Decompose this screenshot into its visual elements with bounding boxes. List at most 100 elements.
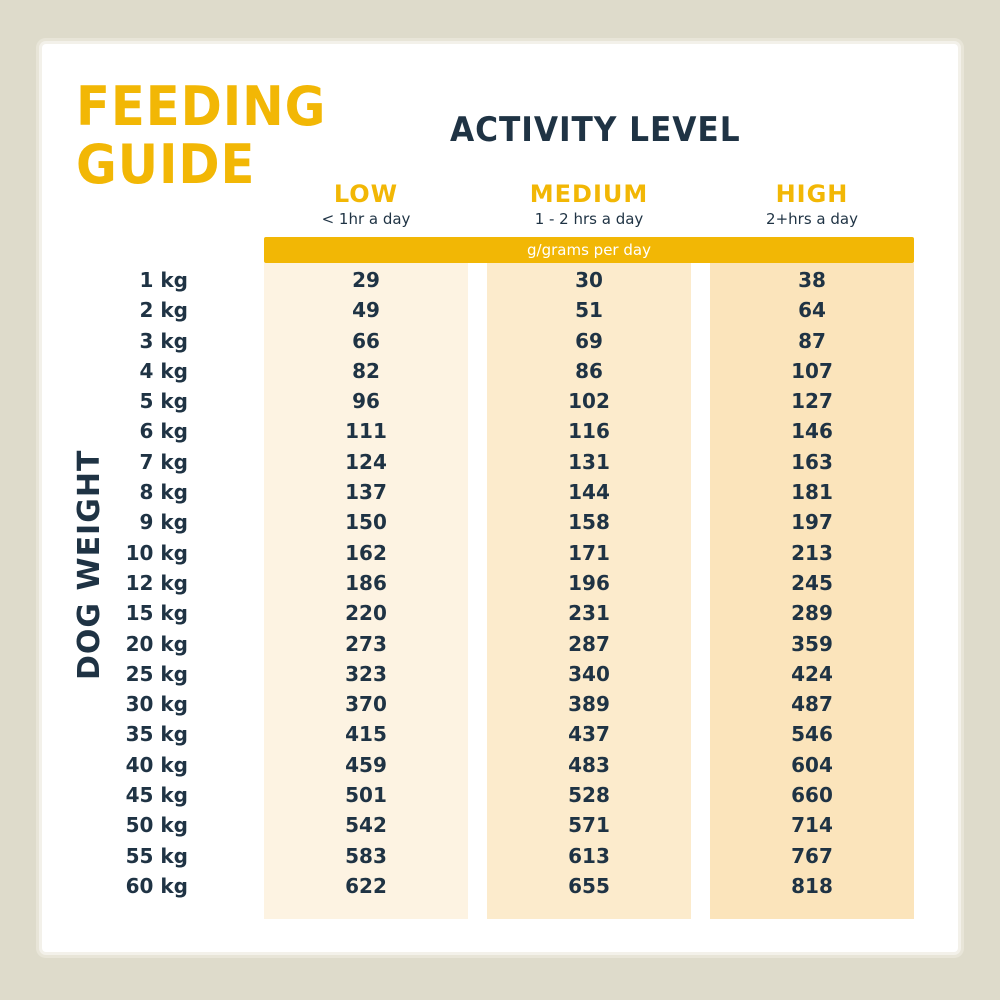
- activity-level-heading: ACTIVITY LEVEL: [450, 110, 741, 150]
- medium-value-cell: 613: [568, 843, 610, 868]
- high-value-cell: 546: [791, 722, 833, 747]
- high-value-cell: 818: [791, 873, 833, 898]
- high-value-cell: 245: [791, 570, 833, 595]
- medium-value-cell: 483: [568, 752, 610, 777]
- high-value-cell: 487: [791, 692, 833, 717]
- high-value-cell: 359: [791, 631, 833, 656]
- weight-cell: 20 kg: [125, 631, 188, 656]
- feeding-table: 1 kg 29 30 38 2 kg 49 51 64 3 kg 66 69 87 4 kg 82 86 10…: [42, 265, 958, 901]
- medium-value-cell: 196: [568, 570, 610, 595]
- medium-value-cell: 389: [568, 692, 610, 717]
- table-row: 6 kg 111 116 146: [42, 416, 958, 446]
- low-value-cell: 82: [352, 358, 380, 383]
- table-row: 60 kg 622 655 818: [42, 871, 958, 901]
- medium-value-cell: 287: [568, 631, 610, 656]
- column-level: MEDIUM: [529, 180, 649, 208]
- medium-value-cell: 116: [568, 419, 610, 444]
- column-background-low: [264, 263, 468, 919]
- high-value-cell: 107: [791, 358, 833, 383]
- medium-value-cell: 528: [568, 783, 610, 808]
- high-value-cell: 714: [791, 813, 833, 838]
- table-row: 2 kg 49 51 64: [42, 295, 958, 325]
- weight-cell: 7 kg: [139, 449, 189, 474]
- low-value-cell: 622: [345, 873, 387, 898]
- low-value-cell: 370: [345, 692, 387, 717]
- high-value-cell: 660: [791, 783, 833, 808]
- column-level: LOW: [333, 180, 399, 208]
- weight-cell: 8 kg: [139, 480, 189, 505]
- weight-cell: 30 kg: [125, 692, 188, 717]
- medium-value-cell: 102: [568, 389, 610, 414]
- low-value-cell: 150: [345, 510, 387, 535]
- low-value-cell: 66: [352, 328, 380, 353]
- table-row: 55 kg 583 613 767: [42, 841, 958, 871]
- table-row: 25 kg 323 340 424: [42, 659, 958, 689]
- low-value-cell: 323: [345, 661, 387, 686]
- weight-cell: 60 kg: [125, 873, 188, 898]
- column-detail: < 1hr a day: [321, 210, 411, 228]
- low-value-cell: 29: [352, 268, 380, 292]
- table-row: 45 kg 501 528 660: [42, 780, 958, 810]
- table-row: 40 kg 459 483 604: [42, 750, 958, 780]
- low-value-cell: 542: [345, 813, 387, 838]
- low-value-cell: 583: [345, 843, 387, 868]
- high-value-cell: 127: [791, 389, 833, 414]
- medium-value-cell: 655: [568, 873, 610, 898]
- medium-value-cell: 158: [568, 510, 610, 535]
- high-value-cell: 64: [798, 298, 826, 323]
- table-row: 20 kg 273 287 359: [42, 629, 958, 659]
- low-value-cell: 220: [345, 601, 387, 626]
- low-value-cell: 111: [345, 419, 387, 444]
- weight-cell: 35 kg: [125, 722, 188, 747]
- column-header-high: HIGH 2+hrs a day: [712, 180, 912, 228]
- title-line-2: GUIDE: [76, 133, 256, 196]
- medium-value-cell: 571: [568, 813, 610, 838]
- column-detail: 1 - 2 hrs a day: [534, 210, 644, 228]
- table-row: 30 kg 370 389 487: [42, 689, 958, 719]
- feeding-guide-card: FEEDING GUIDE ACTIVITY LEVEL LOW < 1hr a…: [42, 44, 958, 952]
- table-row: 7 kg 124 131 163: [42, 447, 958, 477]
- high-value-cell: 604: [791, 752, 833, 777]
- medium-value-cell: 144: [568, 480, 610, 505]
- title-line-1: FEEDING: [76, 75, 327, 138]
- high-value-cell: 146: [791, 419, 833, 444]
- table-row: 10 kg 162 171 213: [42, 538, 958, 568]
- low-value-cell: 501: [345, 783, 387, 808]
- medium-value-cell: 231: [568, 601, 610, 626]
- unit-bar: g/grams per day: [264, 237, 914, 263]
- high-value-cell: 197: [791, 510, 833, 535]
- table-row: 12 kg 186 196 245: [42, 568, 958, 598]
- table-row: 35 kg 415 437 546: [42, 719, 958, 749]
- column-header-low: LOW < 1hr a day: [266, 180, 466, 228]
- low-value-cell: 273: [345, 631, 387, 656]
- medium-value-cell: 437: [568, 722, 610, 747]
- medium-value-cell: 86: [575, 358, 603, 383]
- weight-cell: 2 kg: [139, 298, 189, 323]
- table-row: 1 kg 29 30 38: [42, 265, 958, 295]
- table-row: 4 kg 82 86 107: [42, 356, 958, 386]
- weight-cell: 9 kg: [139, 510, 189, 535]
- high-value-cell: 424: [791, 661, 833, 686]
- low-value-cell: 124: [345, 449, 387, 474]
- weight-cell: 1 kg: [139, 268, 189, 292]
- page-title: FEEDING GUIDE: [76, 78, 326, 194]
- medium-value-cell: 51: [575, 298, 603, 323]
- weight-cell: 3 kg: [139, 328, 189, 353]
- high-value-cell: 289: [791, 601, 833, 626]
- high-value-cell: 767: [791, 843, 833, 868]
- low-value-cell: 137: [345, 480, 387, 505]
- medium-value-cell: 30: [575, 268, 603, 292]
- table-row: 3 kg 66 69 87: [42, 326, 958, 356]
- low-value-cell: 49: [352, 298, 380, 323]
- table-row: 5 kg 96 102 127: [42, 386, 958, 416]
- table-row: 8 kg 137 144 181: [42, 477, 958, 507]
- table-row: 15 kg 220 231 289: [42, 598, 958, 628]
- medium-value-cell: 171: [568, 540, 610, 565]
- column-header-medium: MEDIUM 1 - 2 hrs a day: [489, 180, 689, 228]
- weight-cell: 12 kg: [125, 570, 188, 595]
- low-value-cell: 415: [345, 722, 387, 747]
- medium-value-cell: 131: [568, 449, 610, 474]
- column-background-high: [710, 263, 914, 919]
- high-value-cell: 213: [791, 540, 833, 565]
- weight-cell: 25 kg: [125, 661, 188, 686]
